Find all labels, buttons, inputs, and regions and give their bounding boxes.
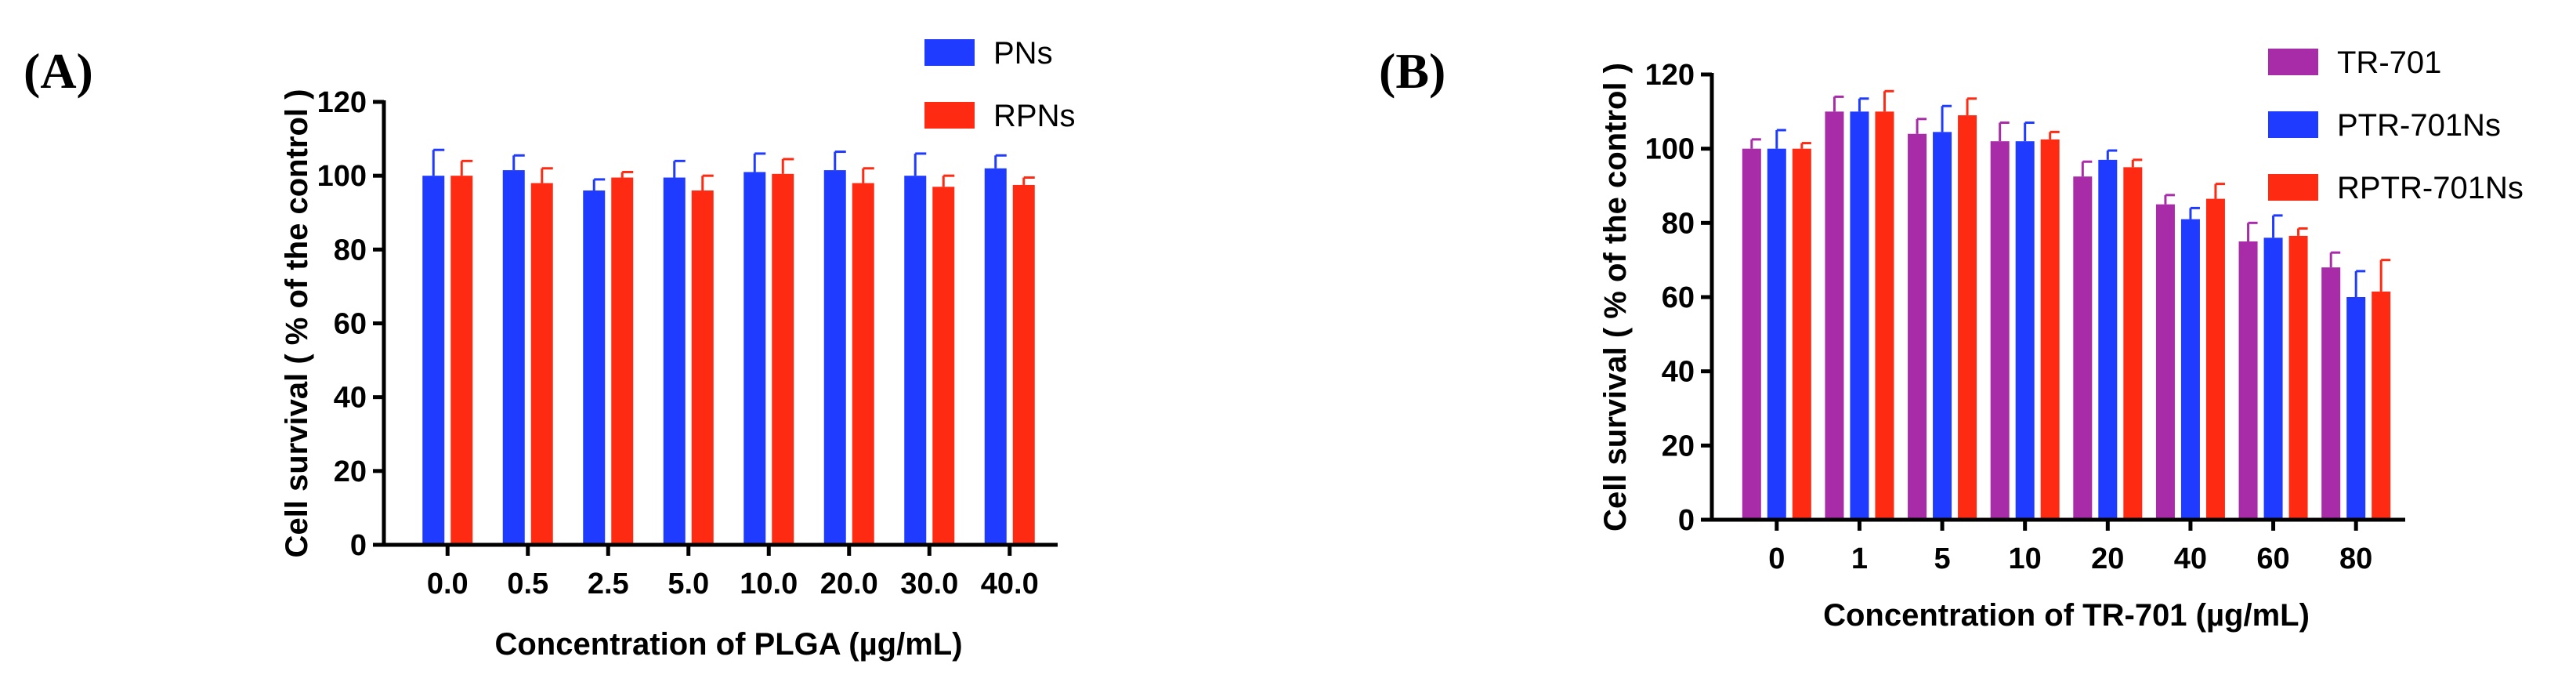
bar-rpns-2 [611, 177, 634, 546]
x-tick-label: 40 [2174, 542, 2207, 575]
x-tick-label: 1 [1851, 542, 1868, 575]
bar-rpns-7 [1012, 184, 1035, 545]
bar-ptr-701ns-5 [2180, 219, 2200, 520]
y-tick-label: 60 [334, 308, 367, 341]
x-tick-label: 0.0 [427, 568, 469, 600]
bar-ptr-701ns-6 [2263, 238, 2283, 520]
bar-rpns-4 [772, 173, 794, 545]
panel-label-a: (A) [24, 43, 93, 99]
bar-ptr-701ns-1 [1850, 111, 1869, 521]
bar-rptr-701ns-6 [2288, 235, 2308, 520]
x-tick-label: 20 [2091, 542, 2124, 575]
x-tick-label: 5 [1934, 542, 1950, 575]
y-tick-label: 20 [334, 455, 367, 488]
y-tick-label: 80 [1662, 207, 1695, 240]
legend-swatch-rptr-701ns [2268, 174, 2318, 201]
bar-tr-701-7 [2321, 267, 2341, 520]
y-tick-label: 80 [334, 234, 367, 267]
bar-rptr-701ns-3 [2040, 139, 2060, 521]
legend-swatch-rpns [924, 102, 975, 129]
y-tick-label: 40 [1662, 356, 1695, 389]
y-tick-label: 120 [1645, 59, 1695, 92]
bar-rptr-701ns-7 [2372, 291, 2391, 520]
y-tick-label: 40 [334, 382, 367, 415]
bar-rptr-701ns-1 [1875, 111, 1894, 521]
legend-swatch-tr-701 [2268, 49, 2318, 75]
x-tick-label: 10 [2009, 542, 2042, 575]
bar-tr-701-0 [1742, 148, 1761, 520]
x-tick-label: 40.0 [981, 568, 1039, 600]
bar-rptr-701ns-4 [2123, 167, 2143, 521]
y-tick-label: 100 [317, 160, 367, 193]
x-tick-label: 20.0 [820, 568, 878, 600]
bar-ptr-701ns-3 [2015, 141, 2035, 520]
chart-panel-b: 0 20 40 60 80 100 120 0 1 5 10 20 40 60 80 Concentratio… [1598, 45, 2524, 633]
x-tick-label: 0 [1768, 542, 1785, 575]
bar-ptr-701ns-0 [1767, 148, 1786, 520]
bar-pns-3 [663, 177, 686, 546]
x-tick-label: 80 [2339, 542, 2372, 575]
bar-tr-701-4 [2073, 176, 2093, 520]
legend-label-rpns: RPNs [993, 99, 1075, 133]
bar-tr-701-2 [1908, 133, 1927, 520]
bar-ptr-701ns-2 [1933, 132, 1952, 520]
y-axis-title: Cell survival ( % of the control ) [280, 89, 314, 558]
bar-rptr-701ns-5 [2205, 198, 2225, 521]
bar-pns-0 [422, 176, 445, 545]
y-tick-label: 60 [1662, 281, 1695, 314]
x-tick-label: 0.5 [507, 568, 548, 600]
legend-label-ptr-701ns: PTR-701Ns [2337, 108, 2501, 143]
bar-tr-701-3 [1990, 141, 2010, 520]
bar-rptr-701ns-2 [1958, 115, 1977, 521]
bar-tr-701-6 [2238, 241, 2258, 520]
legend-label-rptr-701ns: RPTR-701Ns [2337, 171, 2524, 205]
bar-pns-4 [743, 172, 766, 546]
x-tick-label: 30.0 [900, 568, 958, 600]
bar-tr-701-1 [1825, 111, 1844, 521]
y-tick-label: 120 [317, 86, 367, 119]
panel-label-b: (B) [1379, 43, 1445, 99]
bar-rpns-5 [852, 183, 874, 546]
y-tick-label: 100 [1645, 133, 1695, 166]
x-tick-label: 10.0 [740, 568, 798, 600]
y-tick-label: 0 [1678, 504, 1695, 537]
bar-pns-1 [502, 170, 525, 545]
bar-ptr-701ns-4 [2098, 159, 2118, 520]
bar-pns-2 [583, 190, 606, 545]
y-tick-label: 0 [350, 529, 367, 562]
x-tick-label: 2.5 [588, 568, 629, 600]
legend-label-pns: PNs [993, 36, 1053, 71]
bar-rpns-0 [450, 176, 473, 545]
legend-swatch-ptr-701ns [2268, 111, 2318, 138]
bar-pns-7 [984, 168, 1007, 545]
bar-pns-5 [823, 170, 846, 545]
legend-swatch-pns [924, 39, 975, 66]
bar-ptr-701ns-7 [2346, 297, 2366, 520]
x-axis-title: Concentration of TR-701 (µg/mL) [1823, 598, 2310, 633]
bar-tr-701-5 [2155, 204, 2175, 520]
y-axis-title: Cell survival ( % of the control ) [1598, 63, 1633, 531]
legend-label-tr-701: TR-701 [2337, 45, 2441, 80]
x-tick-label: 5.0 [668, 568, 709, 600]
bar-rpns-1 [530, 183, 553, 546]
bar-rpns-6 [932, 187, 955, 545]
bar-rpns-3 [691, 190, 714, 545]
bar-rptr-701ns-0 [1792, 148, 1811, 520]
y-tick-label: 20 [1662, 430, 1695, 463]
bar-pns-6 [904, 176, 927, 545]
x-axis-title: Concentration of PLGA (µg/mL) [494, 627, 962, 662]
chart-panel-a: 0 20 40 60 80 100 120 0.0 0.5 2.5 5.0 10.0 20.0 30.0 4… [280, 36, 1075, 662]
x-tick-label: 60 [2256, 542, 2289, 575]
